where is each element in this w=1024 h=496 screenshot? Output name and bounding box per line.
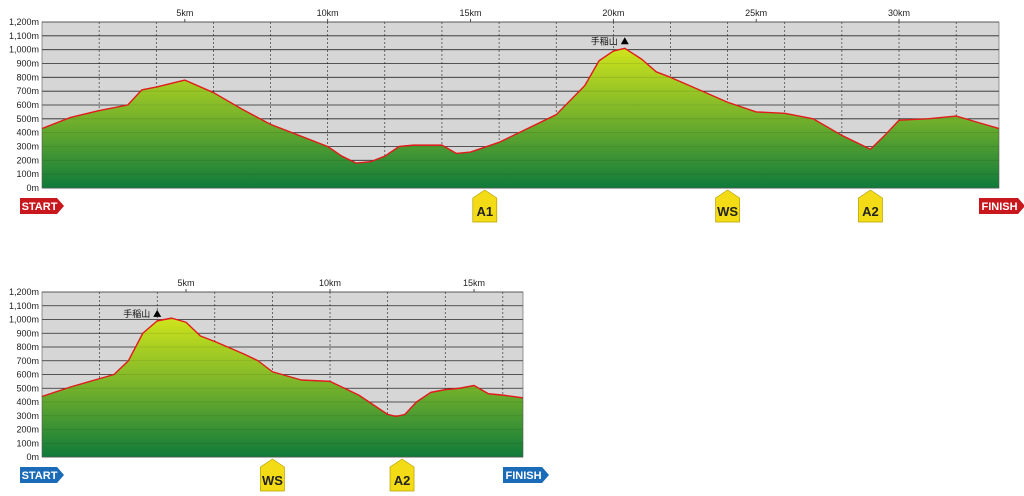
elevation-chart-1: 0m 100m 200m 300m 400m 500m 600m 700m 800m 900m 1,… (9, 8, 1024, 223)
x-tick-label: 10km (319, 278, 341, 288)
y-tick-label: 200m (16, 155, 39, 165)
x-tick-label: 20km (602, 8, 624, 18)
y-tick-label: 500m (16, 383, 39, 393)
peak-triangle-icon (153, 309, 162, 317)
y-tick-label: 600m (16, 370, 39, 380)
x-tick-label: 25km (745, 8, 767, 18)
y-tick-label: 1,100m (9, 301, 39, 311)
elevation-area (42, 318, 523, 457)
y-tick-label: 600m (16, 100, 39, 110)
y-tick-label: 1,000m (9, 45, 39, 55)
y-tick-label: 300m (16, 411, 39, 421)
aid-station-marker (858, 189, 883, 223)
aid-station-marker (260, 458, 285, 492)
finish-marker (979, 198, 1024, 214)
peak-label: 手稲山 (591, 35, 618, 47)
y-tick-label: 1,200m (9, 17, 39, 27)
finish-label: FINISH (505, 470, 541, 482)
peak-label: 手稲山 (123, 308, 150, 320)
elevation-chart-2: 0m 100m 200m 300m 400m 500m 600m 700m 800m 900m 1,… (9, 278, 549, 492)
x-tick-label: 15km (459, 8, 481, 18)
aid-station-label: WS (262, 473, 283, 488)
aid-station-marker (472, 189, 498, 223)
y-tick-label: 1,000m (9, 315, 39, 325)
x-tick-label: 30km (888, 8, 910, 18)
start-marker (20, 467, 64, 483)
x-tick-label: 5km (176, 8, 193, 18)
aid-station-label: A2 (862, 204, 879, 219)
y-tick-label: 300m (16, 142, 39, 152)
aid-station-marker (715, 189, 740, 223)
y-tick-label: 100m (16, 438, 39, 448)
y-tick-label: 400m (16, 128, 39, 138)
y-tick-label: 700m (16, 356, 39, 366)
aid-station-label: A2 (394, 473, 411, 488)
finish-marker (503, 467, 549, 483)
elevation-line (42, 317, 523, 418)
aid-station-marker (389, 458, 415, 492)
profile-group (42, 292, 523, 457)
elevation-area (42, 48, 999, 188)
elevation-line (42, 47, 999, 164)
profile-group (42, 22, 999, 188)
y-tick-label: 500m (16, 114, 39, 124)
start-label: START (22, 201, 58, 213)
y-tick-label: 0m (26, 452, 39, 462)
y-tick-label: 100m (16, 169, 39, 179)
y-tick-label: 0m (26, 183, 39, 193)
y-tick-label: 700m (16, 86, 39, 96)
y-tick-label: 1,100m (9, 31, 39, 41)
peak-triangle-icon (620, 37, 629, 45)
start-label: START (22, 470, 58, 482)
y-tick-label: 1,200m (9, 287, 39, 297)
y-tick-label: 800m (16, 72, 39, 82)
x-tick-label: 15km (463, 278, 485, 288)
start-marker (20, 198, 64, 214)
aid-station-label: WS (717, 204, 738, 219)
x-tick-label: 5km (178, 278, 195, 288)
y-tick-label: 200m (16, 425, 39, 435)
y-tick-label: 900m (16, 328, 39, 338)
finish-label: FINISH (981, 201, 1017, 213)
y-tick-label: 900m (16, 59, 39, 69)
plot-frame (41, 21, 1000, 189)
y-tick-label: 800m (16, 342, 39, 352)
y-tick-label: 400m (16, 397, 39, 407)
plot-frame (41, 291, 524, 458)
aid-station-label: A1 (476, 204, 493, 219)
x-tick-label: 10km (317, 8, 339, 18)
